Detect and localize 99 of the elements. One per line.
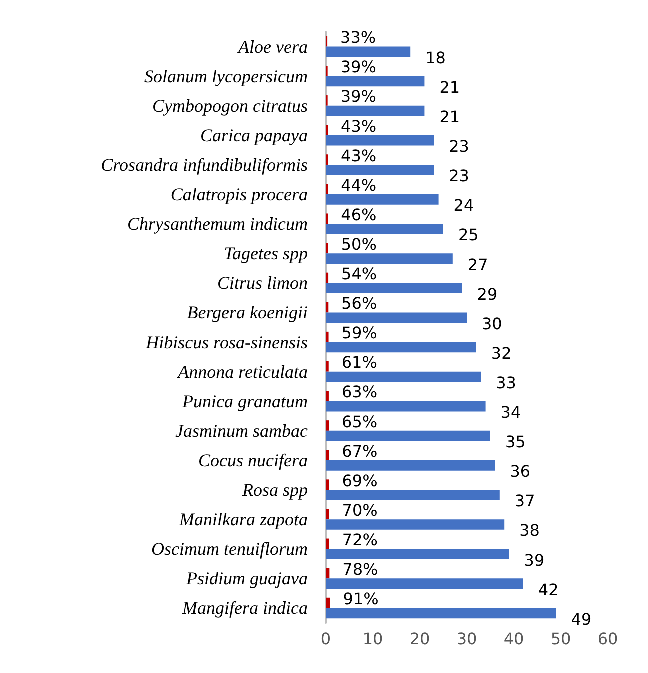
data-label: 63% xyxy=(342,382,378,402)
bar xyxy=(326,568,330,579)
bar xyxy=(326,46,411,58)
data-label: 27 xyxy=(468,255,488,274)
bar xyxy=(326,608,556,619)
data-label: 46% xyxy=(341,205,377,224)
x-tick-label: 20 xyxy=(410,630,430,648)
y-tick-label: Punica granatum xyxy=(182,391,308,412)
bar xyxy=(326,164,434,176)
data-label: 91% xyxy=(343,590,379,609)
bar xyxy=(326,312,467,324)
data-label: 36 xyxy=(510,462,531,482)
x-tick-label: 60 xyxy=(598,630,618,648)
data-label: 18 xyxy=(426,48,446,68)
y-tick-label: Crosandra infundibuliformis xyxy=(101,154,308,175)
y-tick-label: Cocus nucifera xyxy=(198,450,308,470)
bar xyxy=(326,272,329,284)
data-label: 23 xyxy=(449,166,470,186)
x-tick-label: 30 xyxy=(456,630,478,648)
data-label: 50% xyxy=(341,234,377,254)
data-label: 67% xyxy=(342,442,378,461)
data-label: 69% xyxy=(342,471,378,490)
data-label: 39% xyxy=(340,87,376,106)
bar xyxy=(326,342,476,353)
data-label: 78% xyxy=(342,560,378,580)
y-tick-label: Jasminum sambac xyxy=(176,420,308,441)
data-label: 30 xyxy=(482,314,502,334)
bar xyxy=(326,106,425,116)
y-tick-label: Solanum lycopersicum xyxy=(144,66,308,86)
y-tick-label: Aloe vera xyxy=(238,36,308,57)
data-label: 37 xyxy=(514,492,536,511)
data-label: 35 xyxy=(506,432,526,452)
data-label: 38 xyxy=(520,521,540,540)
bar xyxy=(326,391,329,402)
data-label: 33 xyxy=(496,373,516,392)
bar xyxy=(326,538,330,550)
bar xyxy=(326,598,330,608)
bar xyxy=(326,135,434,146)
bar xyxy=(326,420,330,431)
y-tick-label: Calatropis procera xyxy=(170,184,308,205)
data-label: 43% xyxy=(341,146,377,166)
bar xyxy=(326,490,500,500)
data-label: 23 xyxy=(449,137,470,156)
bar xyxy=(326,224,444,234)
y-tick-label: Tagetes spp xyxy=(224,244,308,264)
y-tick-label: Manilkara zapota xyxy=(178,510,308,530)
data-label: 72% xyxy=(342,530,378,550)
data-label: 34 xyxy=(500,403,522,422)
bar xyxy=(326,302,329,313)
data-label: 29 xyxy=(477,284,498,304)
data-label: 24 xyxy=(454,196,474,216)
bar xyxy=(326,76,425,87)
bar xyxy=(326,254,453,264)
data-label: 70% xyxy=(342,500,378,520)
bar xyxy=(326,450,330,460)
y-tick-label: Citrus limon xyxy=(217,273,308,294)
x-tick-label: 0 xyxy=(320,630,332,648)
data-label: 39 xyxy=(524,550,545,570)
data-label: 44% xyxy=(341,176,377,195)
y-tick-label: Oscimum tenuiflorum xyxy=(152,539,308,560)
data-label: 33% xyxy=(340,28,376,48)
bar xyxy=(326,361,329,372)
data-label: 25 xyxy=(458,226,479,245)
data-label: 42 xyxy=(538,580,559,600)
x-tick-label: 50 xyxy=(550,630,572,648)
bar xyxy=(326,509,330,520)
y-tick-label: Rosa spp xyxy=(241,480,308,500)
data-label: 54% xyxy=(342,264,378,284)
bar xyxy=(326,194,439,205)
bar xyxy=(326,480,330,490)
data-label: 56% xyxy=(342,294,378,314)
bar xyxy=(326,578,524,590)
data-label: 32 xyxy=(491,344,512,363)
data-label: 65% xyxy=(342,412,378,432)
y-tick-label: Cymbopogon citratus xyxy=(152,96,308,116)
bar xyxy=(326,372,482,382)
y-tick-label: Chrysanthemum indicum xyxy=(128,214,308,234)
y-tick-label: Mangifera indica xyxy=(182,598,308,618)
data-label: 21 xyxy=(440,108,460,127)
x-tick-label: 10 xyxy=(362,630,384,648)
data-label: 61% xyxy=(342,353,378,372)
y-tick-label: Annona reticulata xyxy=(177,362,308,382)
data-label: 59% xyxy=(342,324,378,343)
y-tick-label: Psidium guajava xyxy=(186,568,308,589)
bar xyxy=(326,460,496,471)
bar xyxy=(326,332,329,342)
bar xyxy=(326,549,510,560)
y-tick-label: Hibiscus rosa-sinensis xyxy=(145,332,308,352)
data-label: 21 xyxy=(440,78,460,97)
y-tick-label: Bergera koenigii xyxy=(187,302,308,323)
data-label: 43% xyxy=(341,116,377,136)
bar xyxy=(326,283,462,294)
y-tick-label: Carica papaya xyxy=(200,125,308,146)
data-label: 39% xyxy=(340,58,376,77)
x-tick-label: 40 xyxy=(504,630,524,648)
data-label: 49 xyxy=(571,610,592,629)
bar xyxy=(326,401,486,412)
bar xyxy=(326,430,490,442)
bar xyxy=(326,520,505,530)
